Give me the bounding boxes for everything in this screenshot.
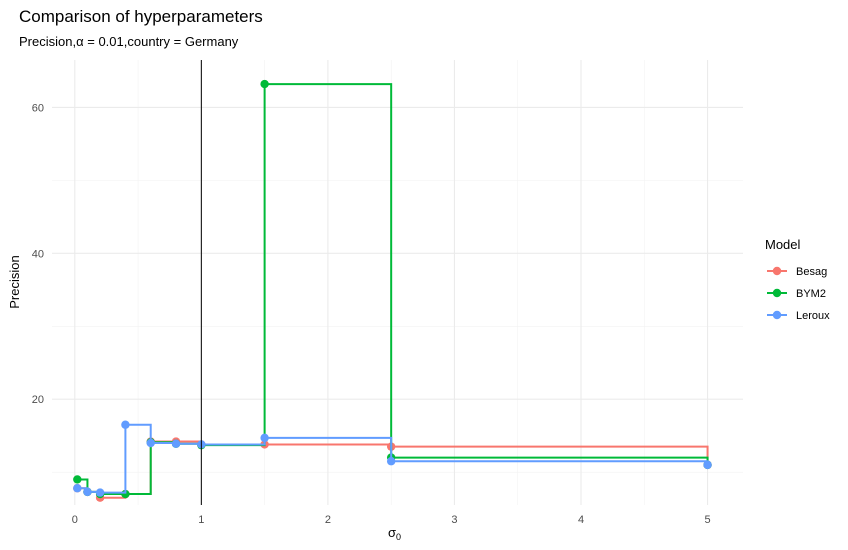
legend-item-bym2: BYM2	[767, 288, 826, 300]
data-point-leroux	[73, 484, 82, 493]
x-axis-title-subscript: 0	[396, 532, 401, 542]
legend-label: BYM2	[796, 288, 826, 300]
data-point-bym2	[73, 475, 82, 484]
data-point-leroux	[83, 487, 92, 497]
x-axis-title: σ0	[388, 525, 401, 542]
x-tick-label: 4	[578, 514, 584, 526]
data-point-leroux	[95, 488, 105, 497]
data-point-leroux	[386, 457, 396, 466]
y-tick-label: 40	[32, 248, 44, 260]
legend-label: Leroux	[796, 310, 830, 322]
grid	[52, 60, 743, 505]
series	[73, 79, 712, 502]
series-bym2	[73, 79, 712, 499]
x-tick-label: 1	[198, 514, 204, 526]
chart-subtitle: Precision,α = 0.01,country = Germany	[19, 34, 239, 49]
data-point-leroux	[146, 438, 155, 448]
x-tick-label: 0	[72, 514, 78, 526]
data-point-leroux	[121, 420, 130, 429]
data-point-bym2	[260, 79, 269, 89]
series-line-bym2	[77, 83, 709, 496]
legend-title: Model	[765, 237, 801, 252]
legend-key-point	[772, 310, 782, 320]
series-leroux	[73, 420, 712, 497]
subtitle-alpha-value: 0.01	[98, 34, 123, 49]
subtitle-metric: Precision	[19, 34, 72, 49]
data-point-leroux	[260, 433, 269, 443]
subtitle-country-key: country	[127, 34, 170, 49]
y-axis-title: Precision	[7, 255, 22, 308]
legend-item-leroux: Leroux	[767, 310, 830, 322]
x-axis-title-symbol: σ	[388, 525, 396, 540]
x-tick-label: 3	[451, 514, 457, 526]
subtitle-alpha-symbol: α	[76, 34, 84, 49]
series-besag	[73, 437, 712, 502]
y-tick-label: 20	[32, 394, 44, 406]
legend-item-besag: Besag	[767, 266, 827, 278]
tick-labels: 0 1 2 3 4 5 20 40 60	[32, 102, 711, 526]
data-point-leroux	[703, 460, 712, 470]
chart-title: Comparison of hyperparameters	[19, 7, 263, 26]
y-tick-label: 60	[32, 102, 44, 114]
legend-label: Besag	[796, 266, 827, 278]
x-tick-label: 5	[705, 514, 711, 526]
legend-key-point	[772, 266, 782, 276]
legend-key-point	[772, 288, 782, 298]
subtitle-country-value: Germany	[185, 34, 239, 49]
x-tick-label: 2	[325, 514, 331, 526]
data-point-leroux	[171, 439, 181, 448]
legend: Model Besag BYM2 Leroux	[765, 237, 830, 322]
